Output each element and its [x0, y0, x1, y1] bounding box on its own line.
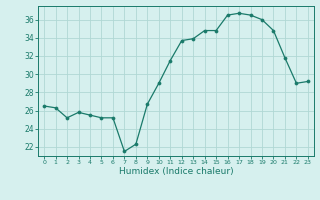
X-axis label: Humidex (Indice chaleur): Humidex (Indice chaleur) — [119, 167, 233, 176]
